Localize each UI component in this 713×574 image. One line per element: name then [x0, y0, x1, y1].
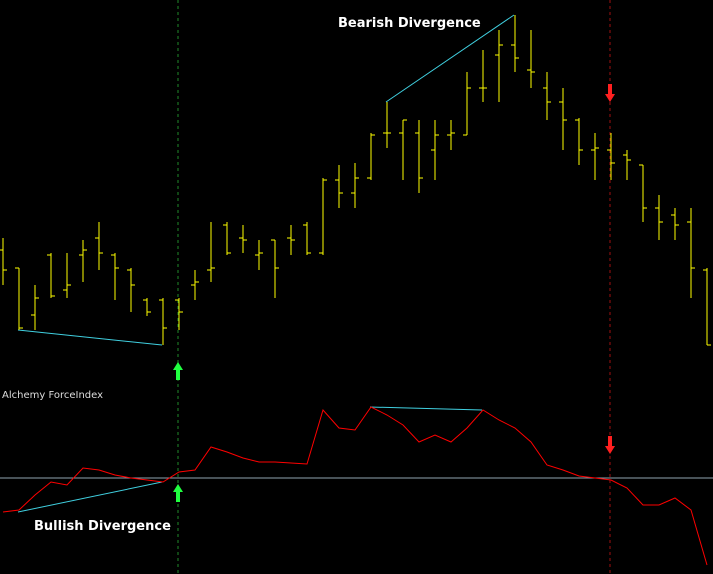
buy-arrow: [173, 362, 183, 502]
force-index-line: [2, 406, 708, 566]
sell-arrow: [605, 84, 615, 454]
annotation: Bullish Divergence: [34, 519, 171, 534]
annotation: Bearish Divergence: [338, 16, 481, 31]
divergence-line: [385, 14, 515, 103]
divergence-line: [369, 406, 483, 411]
indicator-title: Alchemy ForceIndex: [2, 390, 103, 401]
divergence-line: [17, 481, 163, 513]
divergence-line: [17, 329, 163, 346]
